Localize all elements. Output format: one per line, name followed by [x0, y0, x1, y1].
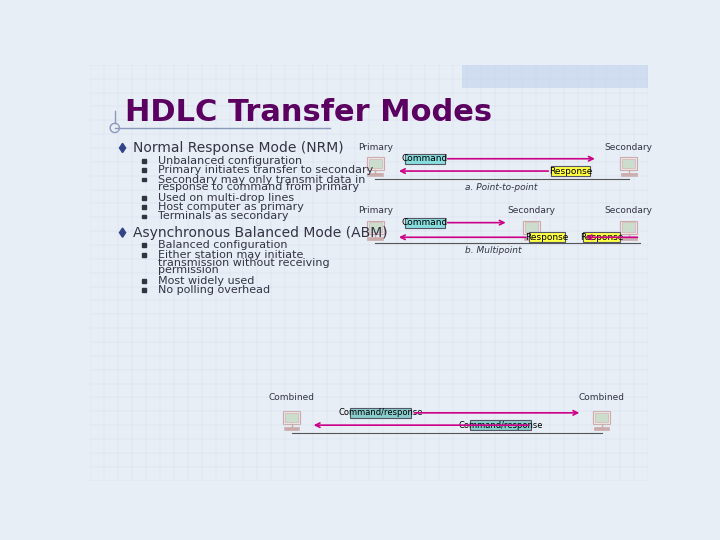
Text: Host computer as primary: Host computer as primary	[158, 202, 304, 212]
Text: Secondary may only transmit data in: Secondary may only transmit data in	[158, 174, 366, 185]
Text: Primary: Primary	[358, 206, 392, 215]
FancyBboxPatch shape	[367, 173, 383, 176]
FancyBboxPatch shape	[367, 237, 383, 240]
Text: Command: Command	[402, 154, 448, 163]
FancyBboxPatch shape	[595, 413, 608, 422]
Text: Secondary: Secondary	[605, 143, 652, 152]
FancyBboxPatch shape	[529, 232, 565, 242]
FancyBboxPatch shape	[593, 427, 609, 430]
FancyBboxPatch shape	[405, 154, 444, 164]
Text: Either station may initiate: Either station may initiate	[158, 250, 304, 260]
Text: Secondary: Secondary	[508, 206, 556, 215]
Polygon shape	[143, 159, 146, 163]
FancyBboxPatch shape	[369, 159, 382, 168]
FancyBboxPatch shape	[622, 222, 635, 232]
FancyBboxPatch shape	[524, 237, 540, 240]
FancyBboxPatch shape	[405, 218, 444, 228]
Polygon shape	[120, 143, 126, 153]
FancyBboxPatch shape	[284, 427, 300, 430]
FancyBboxPatch shape	[583, 232, 620, 242]
FancyBboxPatch shape	[622, 159, 635, 168]
Text: Command/response: Command/response	[338, 408, 423, 417]
FancyBboxPatch shape	[551, 166, 590, 176]
FancyBboxPatch shape	[523, 221, 540, 234]
FancyBboxPatch shape	[470, 420, 531, 430]
FancyBboxPatch shape	[593, 411, 610, 424]
FancyBboxPatch shape	[462, 65, 648, 88]
FancyBboxPatch shape	[283, 411, 300, 424]
Polygon shape	[143, 253, 146, 257]
FancyBboxPatch shape	[621, 237, 636, 240]
Text: Balanced configuration: Balanced configuration	[158, 240, 288, 250]
Polygon shape	[120, 228, 126, 237]
Text: Combined: Combined	[578, 393, 624, 402]
Polygon shape	[143, 178, 146, 181]
Text: Terminals as secondary: Terminals as secondary	[158, 212, 289, 221]
Text: response to command from primary: response to command from primary	[158, 182, 359, 192]
Polygon shape	[143, 205, 146, 209]
FancyBboxPatch shape	[620, 157, 637, 170]
FancyBboxPatch shape	[366, 221, 384, 234]
Text: Response: Response	[580, 233, 624, 242]
Text: Combined: Combined	[269, 393, 315, 402]
Polygon shape	[143, 279, 146, 283]
Polygon shape	[143, 288, 146, 292]
Polygon shape	[143, 168, 146, 172]
Text: Primary: Primary	[358, 143, 392, 152]
Text: permission: permission	[158, 265, 219, 275]
Text: a. Point-to-point: a. Point-to-point	[464, 183, 537, 192]
Polygon shape	[143, 196, 146, 200]
FancyBboxPatch shape	[621, 173, 636, 176]
Polygon shape	[143, 243, 146, 247]
Text: HDLC Transfer Modes: HDLC Transfer Modes	[125, 98, 492, 127]
FancyBboxPatch shape	[350, 408, 411, 418]
Text: Unbalanced configuration: Unbalanced configuration	[158, 156, 302, 166]
Text: Most widely used: Most widely used	[158, 276, 255, 286]
Text: Asynchronous Balanced Mode (ABM): Asynchronous Balanced Mode (ABM)	[133, 226, 388, 240]
Text: Secondary: Secondary	[605, 206, 652, 215]
FancyBboxPatch shape	[620, 221, 637, 234]
FancyBboxPatch shape	[366, 157, 384, 170]
Text: transmission without receiving: transmission without receiving	[158, 258, 330, 268]
FancyBboxPatch shape	[369, 222, 382, 232]
Text: Used on multi-drop lines: Used on multi-drop lines	[158, 193, 294, 203]
Text: Response: Response	[549, 166, 592, 176]
FancyBboxPatch shape	[525, 222, 539, 232]
Text: No polling overhead: No polling overhead	[158, 286, 270, 295]
Text: Normal Response Mode (NRM): Normal Response Mode (NRM)	[133, 141, 344, 155]
FancyBboxPatch shape	[285, 413, 298, 422]
Text: Command: Command	[402, 218, 448, 227]
Text: b. Multipoint: b. Multipoint	[464, 246, 521, 255]
Text: Primary initiates transfer to secondary: Primary initiates transfer to secondary	[158, 165, 374, 176]
Text: Command/response: Command/response	[459, 421, 543, 430]
Text: Response: Response	[526, 233, 569, 242]
Polygon shape	[143, 214, 146, 218]
